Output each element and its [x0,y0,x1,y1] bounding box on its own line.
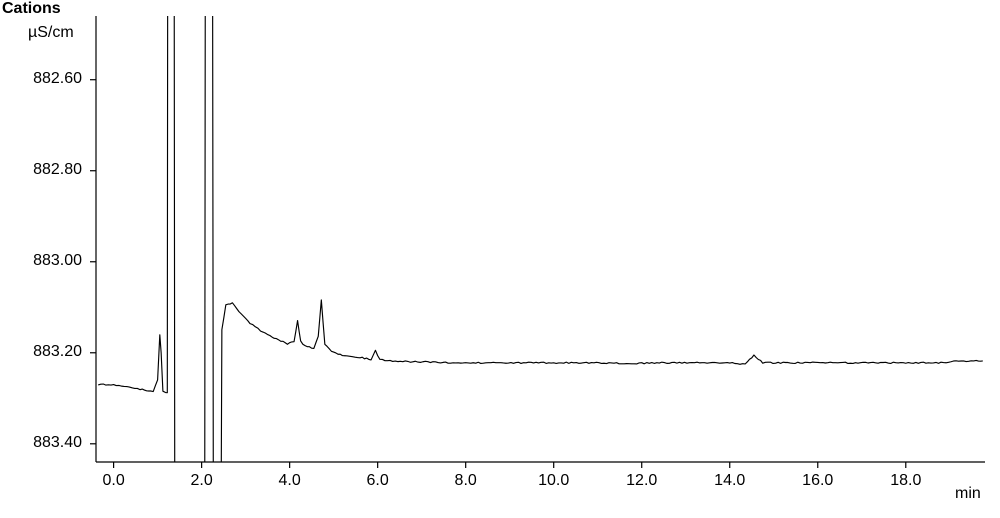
y-tick-label: 883.00 [0,252,82,270]
y-tick-label: 883.20 [0,343,82,361]
chromatogram-plot [0,0,1000,518]
x-tick-label: 14.0 [714,472,745,490]
x-tick-label: 8.0 [455,472,477,490]
x-tick-label: 4.0 [279,472,301,490]
chromatogram-trace [98,0,983,518]
x-tick-label: 18.0 [890,472,921,490]
x-tick-label: 16.0 [802,472,833,490]
x-tick-label: 12.0 [626,472,657,490]
x-tick-label: 6.0 [367,472,389,490]
y-tick-label: 883.40 [0,434,82,452]
x-tick-label: 10.0 [538,472,569,490]
y-tick-label: 882.80 [0,161,82,179]
y-tick-label: 882.60 [0,70,82,88]
chart-container: Cations µS/cm min 882.60882.80883.00883.… [0,0,1000,518]
x-tick-label: 0.0 [102,472,124,490]
x-tick-label: 2.0 [190,472,212,490]
